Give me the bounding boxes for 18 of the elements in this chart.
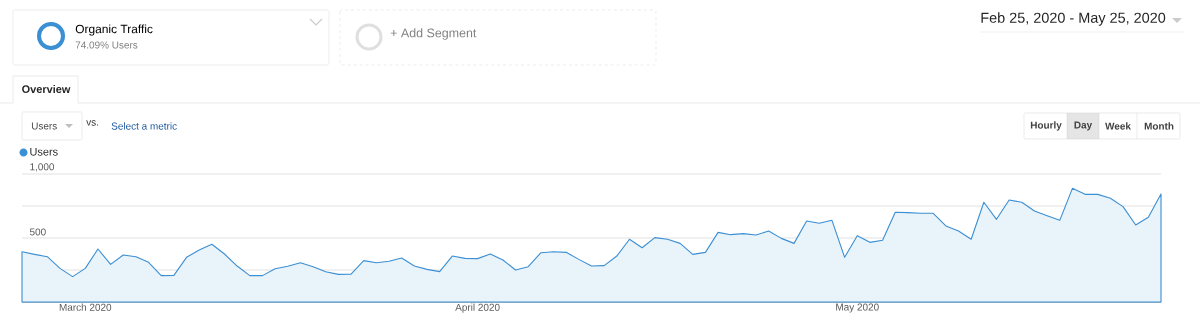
x-tick-label: May 2020 bbox=[836, 303, 879, 313]
x-tick-label: April 2020 bbox=[455, 303, 500, 313]
y-tick-label: 500 bbox=[29, 228, 46, 236]
text: Week bbox=[1105, 122, 1131, 130]
text: 74.09% Users bbox=[75, 41, 138, 49]
x-tick-label: March 2020 bbox=[59, 303, 112, 311]
text: Feb 25, 2020 - May 25, 2020 bbox=[981, 12, 1166, 26]
text: Users bbox=[30, 147, 58, 156]
text: Hourly bbox=[1030, 121, 1062, 131]
text: Select a metric bbox=[111, 122, 177, 130]
y-tick-label: 1,000 bbox=[30, 163, 55, 172]
text: Month bbox=[1144, 122, 1174, 130]
text: Day bbox=[1074, 121, 1093, 131]
text: vs. bbox=[86, 120, 99, 126]
text: + Add Segment bbox=[390, 28, 477, 40]
text: Users bbox=[31, 122, 57, 130]
text: Overview bbox=[22, 84, 71, 94]
text: Organic Traffic bbox=[75, 24, 153, 36]
